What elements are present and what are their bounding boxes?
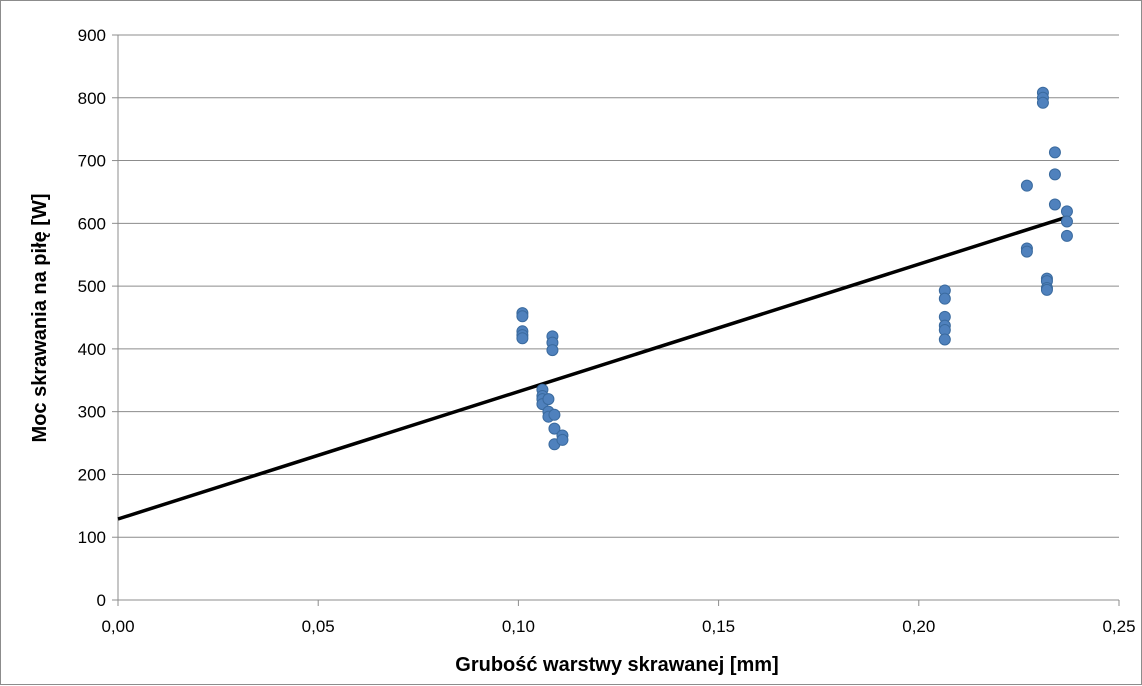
tick-labels: 0 100 200 300 400 500 600 700 800 900 0,00 0,05 0,10… (78, 26, 1136, 636)
trendline (117, 215, 1068, 521)
y-tick-label: 400 (78, 340, 106, 359)
data-point (556, 433, 569, 446)
data-point (938, 292, 951, 305)
data-point (1048, 146, 1061, 159)
data-point (1020, 245, 1033, 258)
y-tick-label: 100 (78, 528, 106, 547)
gridlines (118, 34, 1119, 538)
y-axis-title: Moc skrawania na piłę [W] (29, 194, 51, 443)
data-point (938, 333, 951, 346)
y-tick-label: 300 (78, 403, 106, 422)
data-point (516, 310, 529, 323)
y-tick-label: 0 (97, 591, 106, 610)
data-point (1020, 179, 1033, 192)
x-axis-title: Grubość warstwy skrawanej [mm] (455, 654, 778, 676)
data-points (516, 86, 1073, 451)
data-point (1048, 168, 1061, 181)
x-tick-label: 0,10 (502, 617, 535, 636)
y-tick-label: 500 (78, 277, 106, 296)
axes (112, 34, 1120, 606)
data-point (546, 344, 559, 357)
y-tick-label: 700 (78, 152, 106, 171)
data-point (1060, 229, 1073, 242)
data-point (1040, 283, 1053, 296)
data-point (1036, 96, 1049, 109)
y-tick-label: 800 (78, 89, 106, 108)
x-tick-label: 0,25 (1102, 617, 1135, 636)
data-point (542, 393, 555, 406)
data-point (1060, 215, 1073, 228)
data-point (548, 422, 561, 435)
x-tick-label: 0,15 (702, 617, 735, 636)
y-tick-label: 900 (78, 26, 106, 45)
data-point (1048, 198, 1061, 211)
data-point (548, 408, 561, 421)
data-point (1060, 205, 1073, 218)
y-tick-label: 600 (78, 214, 106, 233)
data-point (516, 332, 529, 345)
x-tick-label: 0,05 (302, 617, 335, 636)
x-tick-label: 0,00 (101, 617, 134, 636)
trendline-layer (117, 215, 1068, 521)
y-tick-label: 200 (78, 465, 106, 484)
x-tick-label: 0,20 (902, 617, 935, 636)
